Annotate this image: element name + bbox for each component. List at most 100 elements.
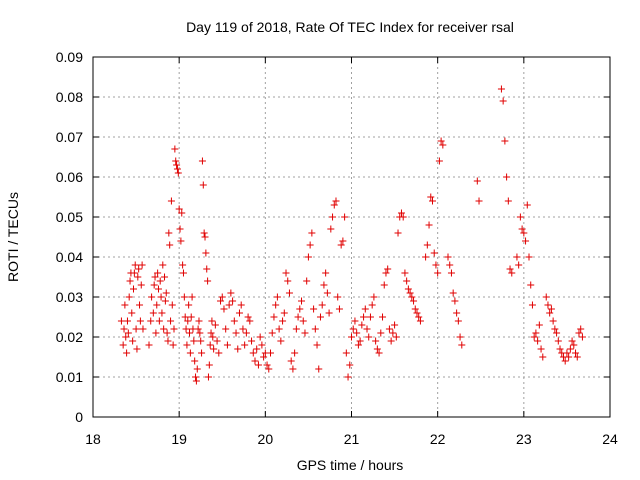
data-point: [422, 253, 430, 261]
data-point: [138, 261, 146, 269]
data-point: [329, 213, 337, 221]
data-point: [193, 365, 201, 373]
data-point: [148, 293, 156, 301]
data-point: [385, 325, 393, 333]
data-point: [123, 317, 131, 325]
data-point: [244, 313, 252, 321]
data-point: [199, 181, 207, 189]
data-point: [528, 301, 536, 309]
data-point: [322, 269, 330, 277]
data-point: [522, 237, 530, 245]
data-point: [162, 289, 170, 297]
data-point: [169, 341, 177, 349]
data-point: [428, 197, 436, 205]
data-point: [394, 229, 402, 237]
data-point: [128, 309, 136, 317]
data-point: [339, 237, 347, 245]
data-point: [410, 297, 418, 305]
x-axis: 18 19 20 21 22 23 24: [85, 57, 618, 447]
data-point: [289, 365, 297, 373]
data-point: [353, 329, 361, 337]
data-point: [513, 253, 521, 261]
data-point: [198, 157, 206, 165]
data-point: [503, 173, 511, 181]
data-point: [192, 377, 200, 385]
data-point: [195, 317, 203, 325]
data-point: [180, 293, 188, 301]
data-point: [572, 349, 580, 357]
data-point: [551, 325, 559, 333]
data-point: [154, 269, 162, 277]
data-point: [532, 329, 540, 337]
data-point: [341, 213, 349, 221]
data-point: [150, 281, 158, 289]
data-point: [518, 225, 526, 233]
data-point: [351, 317, 359, 325]
data-point: [179, 261, 187, 269]
data-point: [516, 213, 524, 221]
data-point: [413, 309, 421, 317]
data-point: [126, 277, 134, 285]
data-point: [197, 337, 205, 345]
data-point: [167, 317, 175, 325]
data-point: [207, 329, 215, 337]
data-point: [534, 337, 542, 345]
data-point: [380, 281, 388, 289]
data-point: [234, 345, 242, 353]
data-point: [434, 269, 442, 277]
data-point: [334, 293, 342, 301]
data-point: [537, 345, 545, 353]
data-point: [117, 317, 125, 325]
data-point: [200, 229, 208, 237]
data-point: [554, 337, 562, 345]
data-point: [222, 325, 230, 333]
data-point: [185, 301, 193, 309]
data-point: [164, 337, 172, 345]
data-point: [335, 305, 343, 313]
data-point: [172, 157, 180, 165]
data-point: [308, 229, 316, 237]
data-point: [155, 317, 163, 325]
data-point: [251, 357, 259, 365]
data-point: [203, 265, 211, 273]
data-point: [397, 209, 405, 217]
data-point: [166, 241, 174, 249]
data-point: [132, 325, 140, 333]
data-point: [213, 337, 221, 345]
data-point: [301, 329, 309, 337]
data-point: [542, 293, 550, 301]
data-point: [323, 289, 331, 297]
data-point: [382, 269, 390, 277]
data-point: [439, 141, 447, 149]
data-point: [392, 333, 400, 341]
data-point: [201, 233, 209, 241]
data-point: [316, 313, 324, 321]
data-point: [306, 241, 314, 249]
data-point: [137, 281, 145, 289]
data-point: [254, 361, 262, 369]
y-axis: 0 0.01 0.02 0.03 0.04 0.05 0.06 0.07 0.08 0.09: [56, 49, 610, 425]
data-point: [354, 341, 362, 349]
data-point: [291, 349, 299, 357]
data-point: [565, 353, 573, 361]
data-point: [246, 317, 254, 325]
data-point: [327, 225, 335, 233]
data-point: [310, 305, 318, 313]
grid: [93, 57, 610, 417]
data-point: [196, 329, 204, 337]
data-point: [160, 325, 168, 333]
data-point: [218, 293, 226, 301]
data-point: [404, 285, 412, 293]
data-point: [391, 321, 399, 329]
data-point: [408, 293, 416, 301]
data-point: [183, 341, 191, 349]
data-point: [190, 337, 198, 345]
data-point: [152, 329, 160, 337]
data-point: [447, 269, 455, 277]
data-point: [515, 261, 523, 269]
x-tick-label: 24: [602, 431, 618, 447]
data-point: [135, 265, 143, 273]
data-point: [372, 337, 380, 345]
data-point: [145, 341, 153, 349]
data-point: [157, 293, 165, 301]
